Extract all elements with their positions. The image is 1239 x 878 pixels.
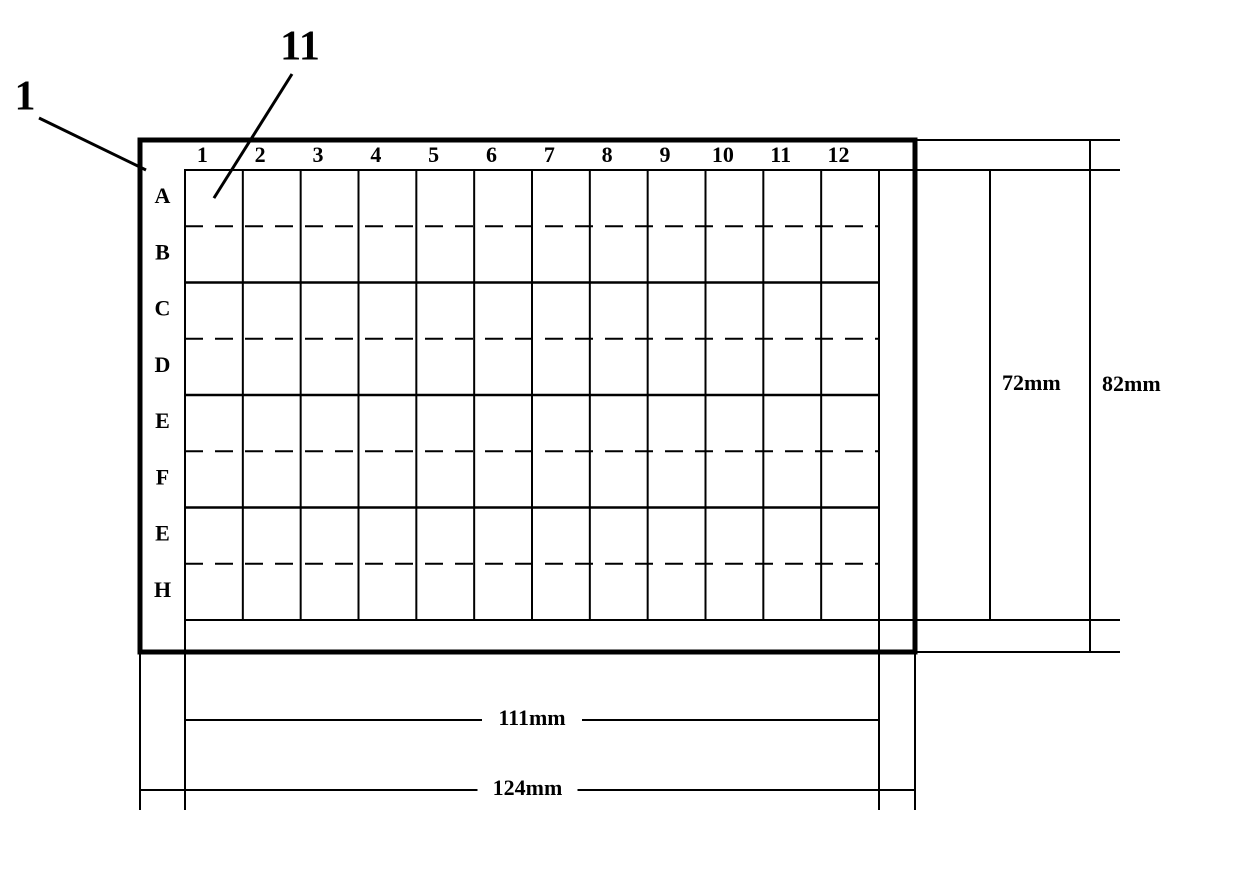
col-label: 2: [255, 142, 266, 167]
row-label: H: [154, 577, 171, 602]
row-label: D: [155, 352, 171, 377]
dim-label-72mm: 72mm: [1002, 370, 1061, 395]
callout-11-leader: [214, 74, 292, 198]
col-label: 4: [370, 142, 381, 167]
callout-11-label: 11: [280, 24, 320, 70]
dim-label-111mm: 111mm: [498, 705, 565, 730]
callout-1-label: 1: [15, 74, 36, 120]
row-label: C: [155, 296, 171, 321]
row-label: B: [155, 239, 170, 264]
row-label: F: [156, 464, 169, 489]
row-label: E: [155, 408, 170, 433]
dim-label-124mm: 124mm: [493, 775, 563, 800]
col-label: 10: [712, 142, 734, 167]
col-label: 7: [544, 142, 555, 167]
row-label: A: [155, 183, 171, 208]
col-label: 1: [197, 142, 208, 167]
col-label: 5: [428, 142, 439, 167]
col-label: 6: [486, 142, 497, 167]
row-label: E: [155, 521, 170, 546]
col-label: 11: [770, 142, 791, 167]
col-label: 3: [313, 142, 324, 167]
dim-label-82mm: 82mm: [1102, 371, 1161, 396]
col-label: 12: [828, 142, 850, 167]
col-label: 9: [660, 142, 671, 167]
callout-1-leader: [39, 118, 146, 170]
col-label: 8: [602, 142, 613, 167]
